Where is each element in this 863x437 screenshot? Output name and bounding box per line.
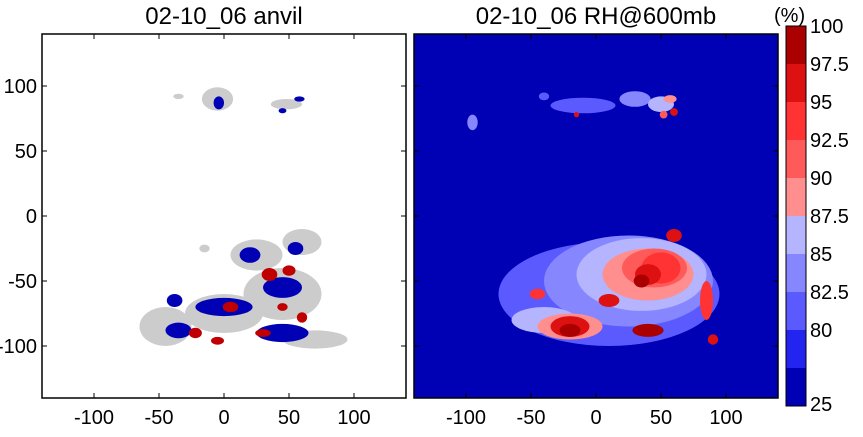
left-y-tick-label: -50: [8, 271, 37, 293]
right-field-region: [659, 110, 668, 119]
left-field-region: [287, 242, 304, 255]
right-x-tick-label: 0: [590, 407, 601, 429]
colorbar-band: [786, 254, 806, 292]
colorbar-tick-label: 92.5: [810, 130, 849, 152]
right-x-tick-label: 100: [709, 407, 742, 429]
colorbar-band: [786, 102, 806, 140]
colorbar-tick-label: 90: [810, 168, 832, 190]
left-field-region: [166, 294, 183, 307]
colorbar-tick-label: 82.5: [810, 282, 849, 304]
left-x-tick-label: -50: [145, 407, 174, 429]
colorbar-tick-label: 25: [810, 394, 832, 416]
left-plot-frame: [41, 33, 407, 399]
right-field-region: [633, 274, 650, 288]
colorbar: (%) 100 97.5 95 92.5 90 87.5 85 82.5 80 25: [774, 5, 849, 416]
colorbar-tick-label: 100: [810, 16, 843, 38]
left-field-region: [263, 277, 302, 298]
right-plot-frame: [413, 33, 779, 399]
left-field-region: [239, 247, 261, 263]
right-field-region: [550, 97, 616, 114]
right-panel-rh: -100 -50 0 50 100: [413, 33, 779, 429]
left-x-tick-label: 50: [278, 407, 300, 429]
left-field-region: [282, 265, 296, 276]
colorbar-band: [786, 26, 806, 64]
left-y-tick-label: -100: [0, 336, 37, 358]
left-axes: -100 -50 0 50 100 100 50 0 -50 -100: [0, 34, 406, 429]
colorbar-band: [786, 368, 806, 406]
right-field-region: [538, 92, 550, 101]
colorbar-band: [786, 64, 806, 102]
colorbar-labels: 100 97.5 95 92.5 90 87.5 85 82.5 80 25: [810, 16, 849, 416]
right-panel-title: 02-10_06 RH@600mb: [476, 3, 717, 30]
right-field-region: [666, 229, 682, 242]
left-field-region: [188, 327, 202, 339]
colorbar-tick-label: 97.5: [810, 54, 849, 76]
left-field-region: [256, 323, 309, 343]
left-field-region: [211, 336, 224, 345]
colorbar-bands: [786, 26, 806, 406]
right-x-tick-label: -100: [446, 407, 486, 429]
left-field-region: [277, 303, 288, 311]
colorbar-band: [786, 178, 806, 216]
left-anvil-field: [139, 87, 348, 349]
right-field-region: [700, 281, 713, 320]
right-field-region: [632, 323, 664, 337]
right-field-region: [573, 112, 580, 118]
left-panel-title: 02-10_06 anvil: [145, 3, 302, 30]
left-x-tick-label: 0: [218, 407, 229, 429]
colorbar-tick-label: 87.5: [810, 206, 849, 228]
left-x-tick-label: 100: [337, 407, 370, 429]
left-field-region: [199, 244, 210, 253]
colorbar-frame: [785, 25, 807, 407]
colorbar-band: [786, 330, 806, 368]
right-field-region: [707, 334, 719, 345]
colorbar-band: [786, 140, 806, 178]
left-field-region: [222, 301, 239, 313]
left-panel-anvil: -100 -50 0 50 100 100 50 0 -50 -100: [0, 33, 407, 429]
left-y-tick-label: 100: [4, 76, 37, 98]
left-field-region: [294, 96, 305, 102]
right-field-region: [559, 323, 581, 337]
right-x-tick-label: -50: [517, 407, 546, 429]
left-field-region: [255, 329, 271, 337]
left-field-region: [278, 108, 287, 114]
left-x-tick-label: -100: [74, 407, 114, 429]
right-field-region: [598, 294, 620, 307]
right-field-region: [529, 288, 546, 300]
right-field-region: [670, 108, 678, 116]
left-field-region: [173, 93, 184, 99]
left-field-region: [296, 312, 308, 323]
left-field-region: [213, 96, 224, 110]
right-field-region: [619, 91, 651, 107]
colorbar-tick-label: 85: [810, 244, 832, 266]
left-y-tick-label: 0: [26, 206, 37, 228]
colorbar-tick-label: 80: [810, 320, 832, 342]
right-field-region: [467, 114, 478, 131]
colorbar-tick-label: 95: [810, 92, 832, 114]
left-field-region: [270, 99, 302, 110]
left-field-region: [165, 322, 192, 339]
right-x-tick-label: 50: [650, 407, 672, 429]
right-rh-field: [467, 91, 720, 346]
colorbar-unit-label: (%): [774, 5, 805, 27]
right-axes: -100 -50 0 50 100: [414, 34, 778, 429]
left-field-region: [261, 268, 278, 281]
right-field-region: [663, 95, 677, 103]
colorbar-band: [786, 292, 806, 330]
left-y-tick-label: 50: [15, 141, 37, 163]
colorbar-band: [786, 216, 806, 254]
